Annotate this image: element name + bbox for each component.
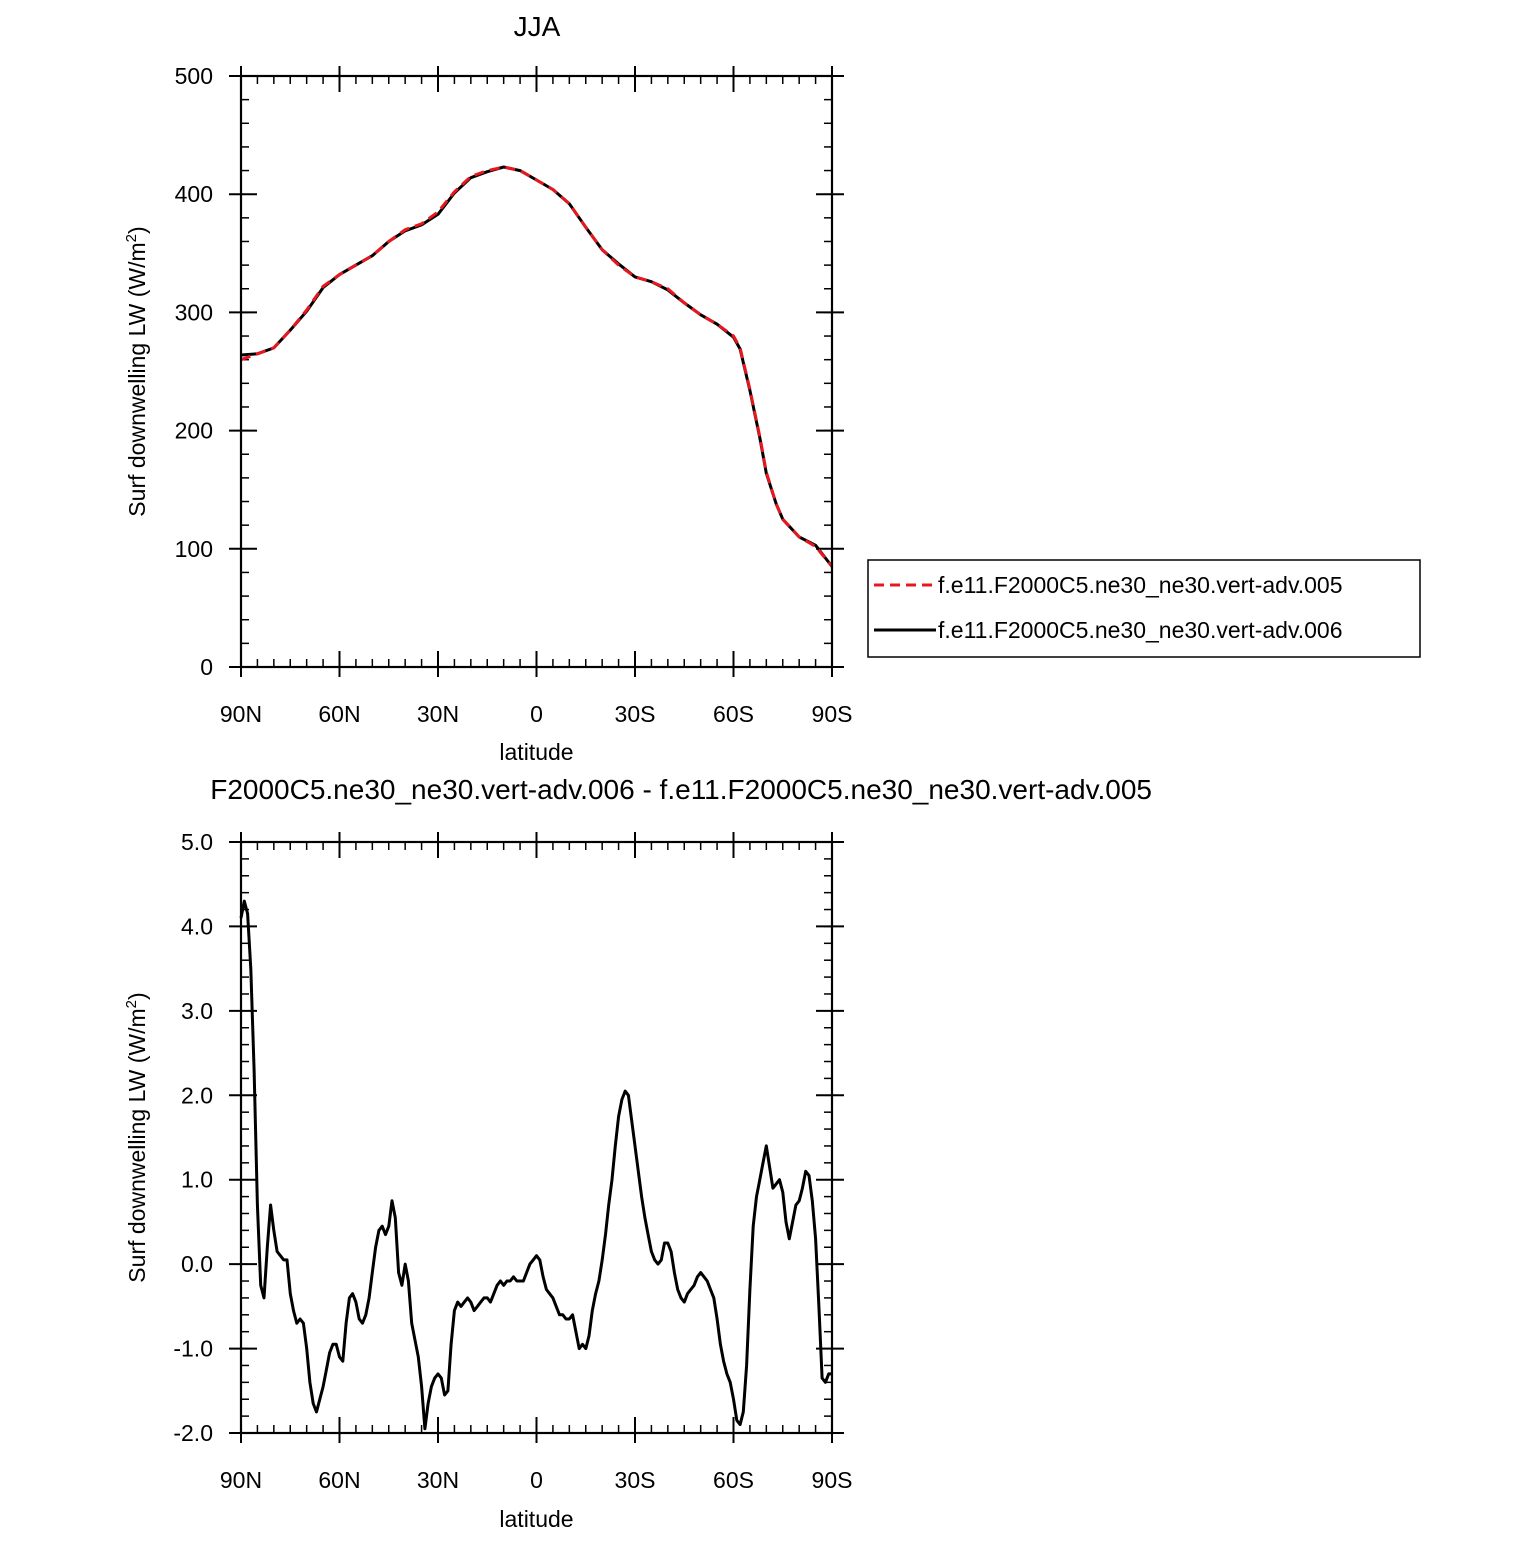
y-tick-label: 400 [175, 181, 213, 207]
bottom-plot-frame [239, 840, 834, 1435]
y-tick-label: 4.0 [181, 913, 213, 939]
y-tick-label: 100 [175, 536, 213, 562]
series-line-1-0 [239, 899, 832, 1431]
x-tick-label: 90N [220, 1467, 262, 1493]
top-panel: JJA 90N 60N 30N 0 30S 60S 90S0100200300400500 … [123, 11, 1421, 765]
y-tick-label: 0.0 [181, 1251, 213, 1277]
top-chart-title: JJA [514, 11, 561, 42]
bottom-panel: F2000C5.ne30_ne30.vert-adv.006 - f.e11.F… [123, 774, 1152, 1532]
bottom-data-lines [239, 899, 832, 1431]
x-tick-label: 60N [318, 701, 360, 727]
legend-label-vert-adv-005: f.e11.F2000C5.ne30_ne30.vert-adv.005 [938, 572, 1343, 598]
top-plot-frame [239, 74, 834, 669]
y-tick-label: 3.0 [181, 998, 213, 1024]
x-tick-label: 90S [812, 701, 853, 727]
top-x-axis-label: latitude [499, 739, 573, 765]
y-axis-label-text: Surf downwelling LW (W/m2) [123, 992, 150, 1282]
x-tick-label: 90S [812, 1467, 853, 1493]
x-tick-label: 60N [318, 1467, 360, 1493]
x-tick-label: 30S [615, 1467, 656, 1493]
y-tick-label: 200 [175, 418, 213, 444]
x-tick-label: 0 [530, 1467, 543, 1493]
x-tick-label: 30S [615, 701, 656, 727]
y-tick-label: 300 [175, 299, 213, 325]
top-data-lines [240, 165, 834, 568]
legend: f.e11.F2000C5.ne30_ne30.vert-adv.005 f.e… [867, 559, 1421, 658]
x-tick-label: 90N [220, 701, 262, 727]
y-tick-label: -2.0 [173, 1420, 213, 1446]
y-axis-label-text: Surf downwelling LW (W/m2) [123, 226, 150, 516]
series-line-0-0 [240, 165, 834, 568]
bottom-axis-ticks: 90N 60N 30N 0 30S 60S 90S -2.0 -1.0 0.0 1.0 2.0 3.0 4… [173, 829, 852, 1493]
y-tick-label: 1.0 [181, 1167, 213, 1193]
x-tick-label: 60S [713, 701, 754, 727]
legend-label-vert-adv-006: f.e11.F2000C5.ne30_ne30.vert-adv.006 [938, 617, 1343, 643]
x-tick-label: 30N [417, 701, 459, 727]
x-tick-label: 0 [530, 701, 543, 727]
x-tick-label: 30N [417, 1467, 459, 1493]
bottom-y-axis-label: Surf downwelling LW (W/m2) [123, 992, 150, 1282]
bottom-chart-title: F2000C5.ne30_ne30.vert-adv.006 - f.e11.F… [210, 774, 1152, 805]
x-tick-label: 60S [713, 1467, 754, 1493]
top-y-axis-label: Surf downwelling LW (W/m2) [123, 226, 150, 516]
y-tick-label: 500 [175, 63, 213, 89]
y-tick-label: 0 [200, 654, 213, 680]
bottom-x-axis-label: latitude [499, 1506, 573, 1532]
y-tick-label: 5.0 [181, 829, 213, 855]
legend-box [867, 559, 1421, 658]
y-tick-label: -1.0 [173, 1336, 213, 1362]
y-tick-label: 2.0 [181, 1082, 213, 1108]
